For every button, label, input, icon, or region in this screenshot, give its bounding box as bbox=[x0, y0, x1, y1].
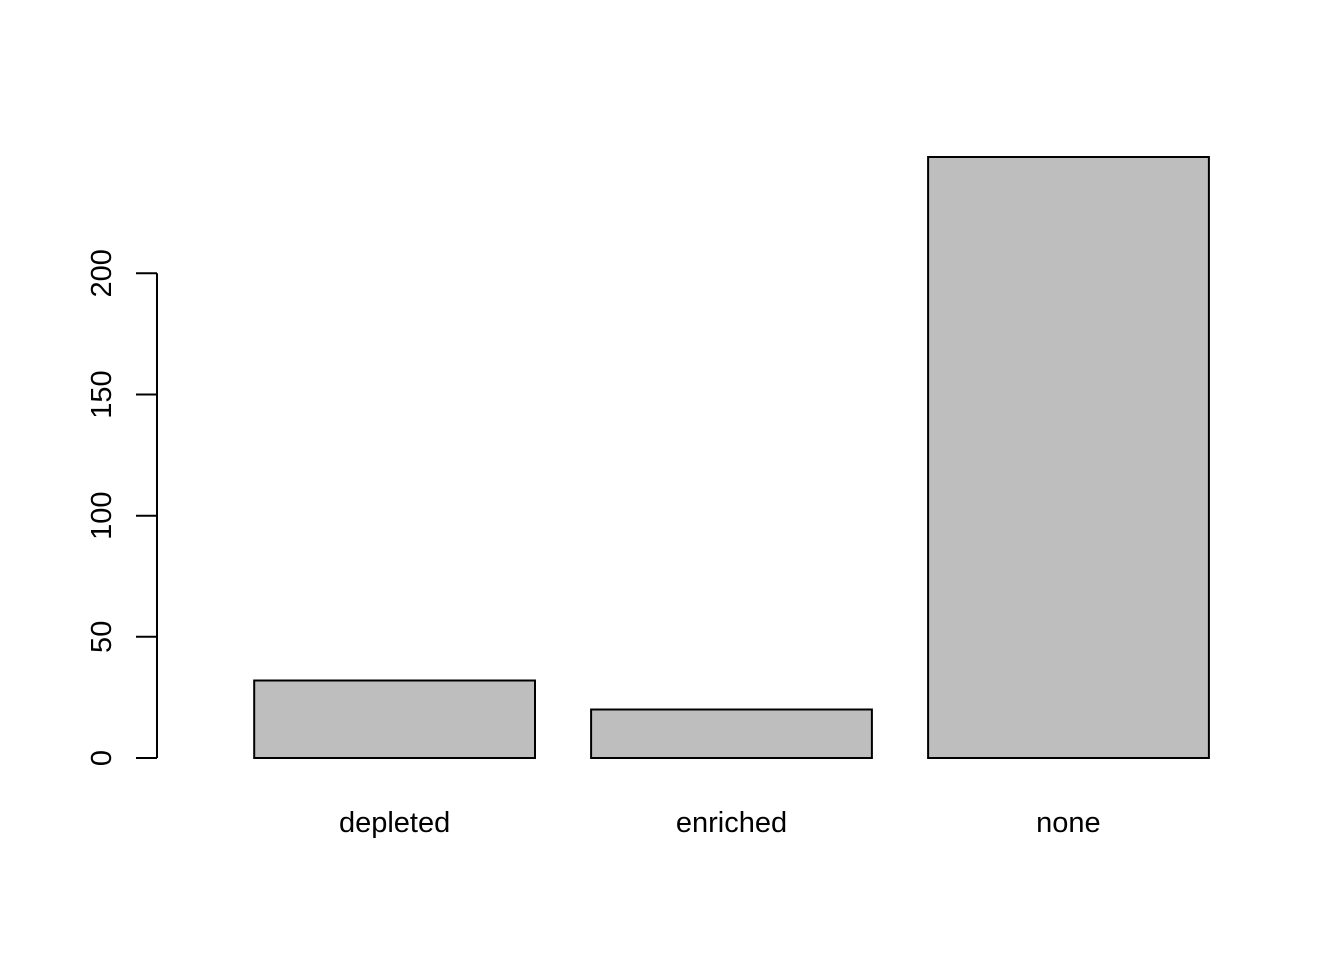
bar-depleted bbox=[253, 679, 536, 759]
x-category-label: enriched bbox=[676, 807, 787, 839]
y-tick-label: 0 bbox=[86, 750, 118, 766]
y-tick-label: 50 bbox=[86, 621, 118, 653]
x-axis-labels: depleted enriched none bbox=[339, 807, 1101, 839]
y-tick-label: 150 bbox=[86, 370, 118, 418]
bar-none bbox=[927, 156, 1210, 759]
x-category-label: none bbox=[1036, 807, 1101, 839]
y-tick-label: 100 bbox=[86, 492, 118, 540]
y-tick-label: 200 bbox=[86, 249, 118, 297]
bar-enriched bbox=[590, 708, 873, 759]
y-axis: 0 50 100 150 200 bbox=[86, 249, 158, 766]
x-category-label: depleted bbox=[339, 807, 450, 839]
bars-layer bbox=[253, 156, 1210, 759]
